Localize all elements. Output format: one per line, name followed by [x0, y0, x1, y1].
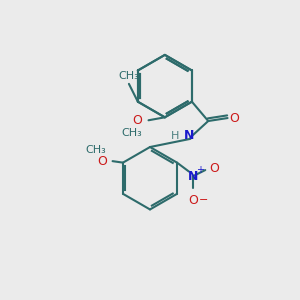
Text: CH₃: CH₃ [118, 71, 139, 81]
Text: O: O [97, 154, 106, 168]
Text: N: N [188, 169, 199, 182]
Text: O: O [210, 162, 220, 175]
Text: O: O [188, 194, 198, 207]
Text: +: + [196, 165, 204, 175]
Text: H: H [171, 131, 179, 141]
Text: O: O [133, 114, 142, 127]
Text: −: − [199, 195, 209, 205]
Text: CH₃: CH₃ [85, 145, 106, 154]
Text: CH₃: CH₃ [121, 128, 142, 138]
Text: O: O [229, 112, 239, 124]
Text: N: N [184, 129, 194, 142]
